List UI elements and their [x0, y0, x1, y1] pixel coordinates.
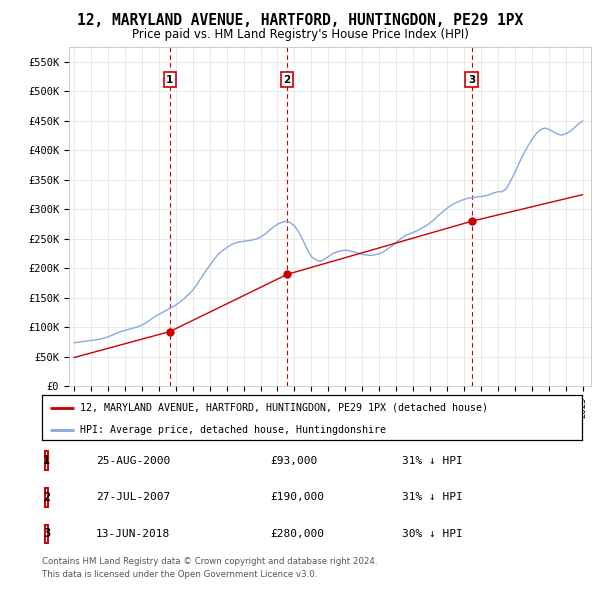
Text: £190,000: £190,000 — [270, 493, 324, 502]
Text: Contains HM Land Registry data © Crown copyright and database right 2024.: Contains HM Land Registry data © Crown c… — [42, 557, 377, 566]
Text: 3: 3 — [468, 75, 475, 84]
Text: 31% ↓ HPI: 31% ↓ HPI — [402, 493, 463, 502]
Text: 1: 1 — [166, 75, 173, 84]
Text: £280,000: £280,000 — [270, 529, 324, 539]
Text: 12, MARYLAND AVENUE, HARTFORD, HUNTINGDON, PE29 1PX: 12, MARYLAND AVENUE, HARTFORD, HUNTINGDO… — [77, 13, 523, 28]
Text: £93,000: £93,000 — [270, 456, 317, 466]
Text: 2: 2 — [284, 75, 291, 84]
Text: 30% ↓ HPI: 30% ↓ HPI — [402, 529, 463, 539]
Text: 13-JUN-2018: 13-JUN-2018 — [96, 529, 170, 539]
Text: 25-AUG-2000: 25-AUG-2000 — [96, 456, 170, 466]
Text: 1: 1 — [43, 454, 50, 467]
Text: 3: 3 — [43, 527, 50, 540]
Text: This data is licensed under the Open Government Licence v3.0.: This data is licensed under the Open Gov… — [42, 570, 317, 579]
Text: 27-JUL-2007: 27-JUL-2007 — [96, 493, 170, 502]
Text: 31% ↓ HPI: 31% ↓ HPI — [402, 456, 463, 466]
Text: HPI: Average price, detached house, Huntingdonshire: HPI: Average price, detached house, Hunt… — [80, 425, 386, 435]
Text: 2: 2 — [43, 491, 50, 504]
Text: Price paid vs. HM Land Registry's House Price Index (HPI): Price paid vs. HM Land Registry's House … — [131, 28, 469, 41]
Text: 12, MARYLAND AVENUE, HARTFORD, HUNTINGDON, PE29 1PX (detached house): 12, MARYLAND AVENUE, HARTFORD, HUNTINGDO… — [80, 403, 488, 412]
